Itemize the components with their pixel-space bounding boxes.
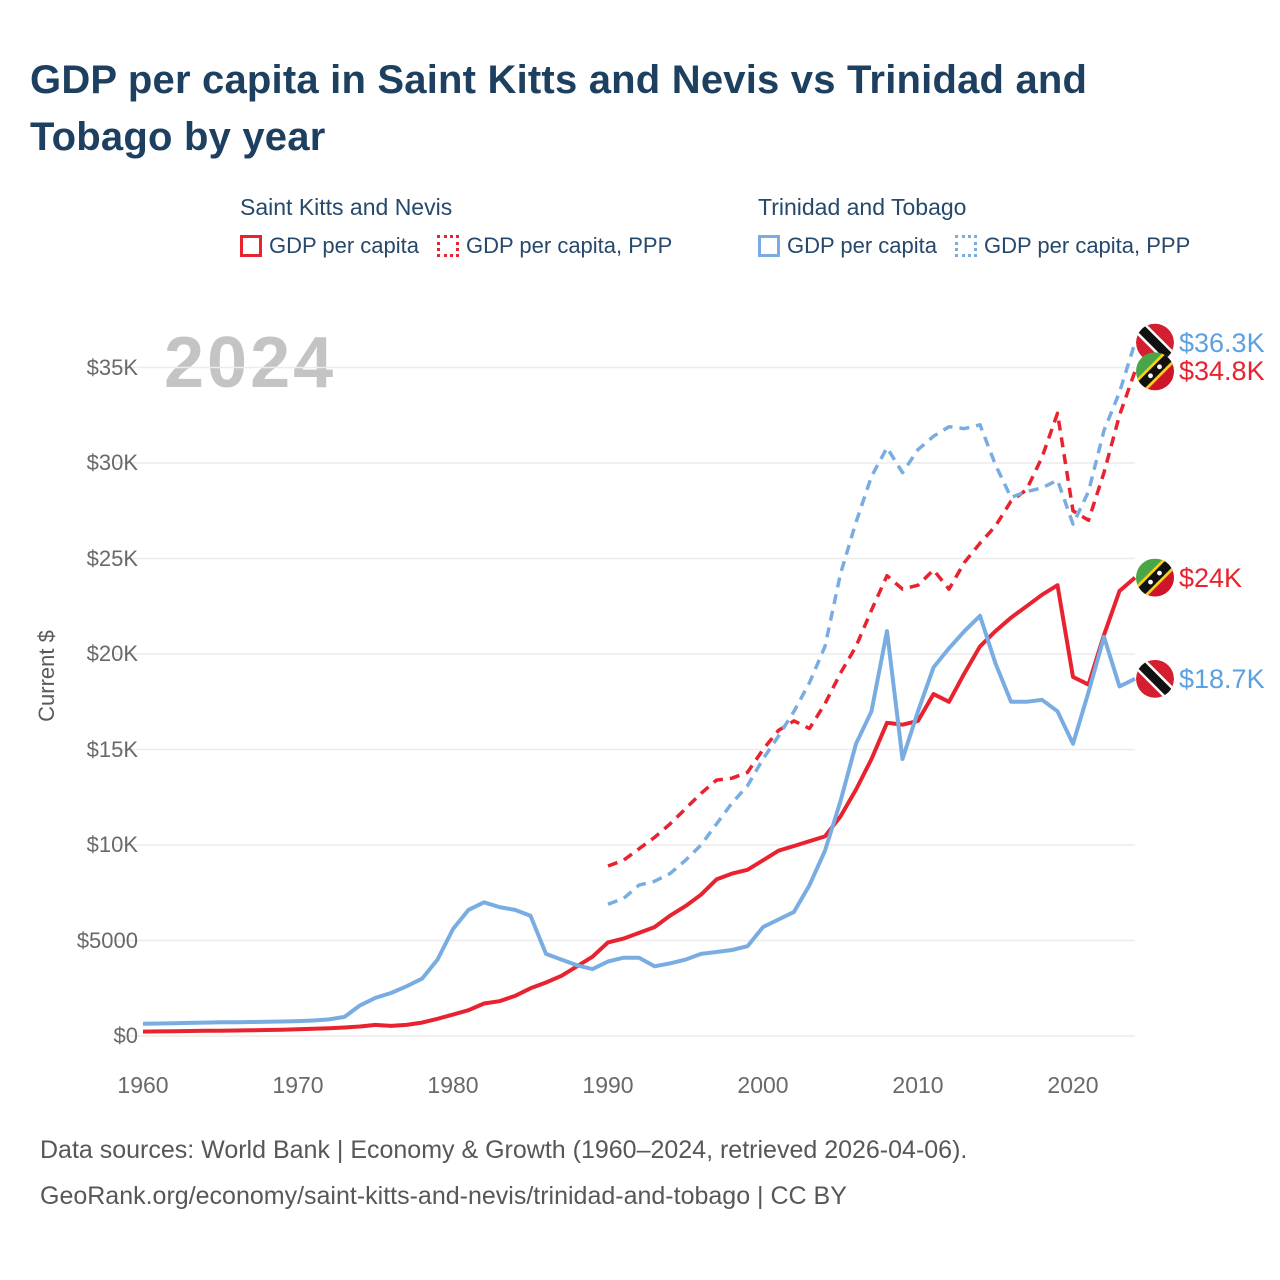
skn-gdp-line	[142, 576, 1137, 1034]
legend-header-saint-kitts: Saint Kitts and Nevis	[240, 194, 453, 220]
y-tick-label: $15K	[86, 736, 138, 762]
saint-kitts-and-nevis-flag-icon	[1136, 558, 1174, 597]
legend-item-tt-ppp[interactable]: GDP per capita, PPP	[955, 233, 1190, 259]
y-tick-label: $10K	[86, 832, 138, 857]
skn-solid-swatch-icon	[240, 235, 262, 257]
y-tick-label: $0	[113, 1023, 138, 1048]
tt-ppp-line	[607, 342, 1137, 906]
y-axis-title: Current $	[34, 630, 59, 722]
tt-gdp-line	[142, 613, 1136, 1026]
year-watermark: 2024	[164, 323, 337, 403]
x-tick-label: 1980	[427, 1072, 479, 1098]
legend-header-trinidad: Trinidad and Tobago	[758, 194, 967, 220]
x-tick-label: 1970	[272, 1072, 324, 1098]
skn-ppp-line	[607, 370, 1137, 868]
end-value-label: $24K	[1179, 562, 1243, 593]
legend-group-saint-kitts: GDP per capita GDP per capita, PPP	[240, 233, 672, 259]
legend-item-tt-gdp[interactable]: GDP per capita	[758, 233, 937, 259]
x-tick-label: 2010	[892, 1072, 944, 1098]
tt-solid-swatch-icon	[758, 235, 780, 257]
y-tick-label: $25K	[86, 545, 138, 571]
legend-item-skn-ppp[interactable]: GDP per capita, PPP	[437, 233, 672, 259]
footer-sources: Data sources: World Bank | Economy & Gro…	[40, 1136, 968, 1164]
chart-title-line2: Tobago by year	[30, 115, 326, 159]
chart-title: GDP per capita in Saint Kitts and Nevis …	[30, 52, 1210, 166]
footer-attribution: GeoRank.org/economy/saint-kitts-and-nevi…	[40, 1182, 847, 1210]
y-tick-label: $35K	[86, 354, 138, 380]
tt-dotted-swatch-icon	[955, 235, 978, 257]
x-tick-label: 2020	[1047, 1072, 1099, 1098]
chart-title-line1: GDP per capita in Saint Kitts and Nevis …	[30, 58, 1088, 102]
end-value-label: $36.3K	[1179, 327, 1265, 358]
trinidad-and-tobago-flag-icon	[1136, 323, 1174, 362]
legend-item-label: GDP per capita, PPP	[984, 233, 1191, 258]
legend-item-label: GDP per capita, PPP	[466, 233, 673, 258]
trinidad-and-tobago-flag-icon	[1136, 659, 1174, 698]
end-value-label: $18.7K	[1179, 663, 1265, 694]
legend-item-label: GDP per capita	[787, 233, 938, 258]
legend-item-label: GDP per capita	[269, 233, 420, 258]
skn-dotted-swatch-icon	[437, 235, 460, 257]
y-tick-label: $5000	[76, 927, 138, 953]
x-tick-label: 1990	[582, 1072, 634, 1098]
end-value-label: $34.8K	[1179, 356, 1265, 387]
legend-item-skn-gdp[interactable]: GDP per capita	[240, 233, 419, 259]
saint-kitts-and-nevis-flag-icon	[1136, 352, 1174, 391]
y-tick-label: $30K	[86, 450, 138, 475]
y-tick-label: $20K	[86, 641, 138, 666]
legend-group-trinidad: GDP per capita GDP per capita, PPP	[758, 233, 1190, 259]
x-tick-label: 2000	[737, 1072, 789, 1098]
x-tick-label: 1960	[117, 1072, 169, 1098]
